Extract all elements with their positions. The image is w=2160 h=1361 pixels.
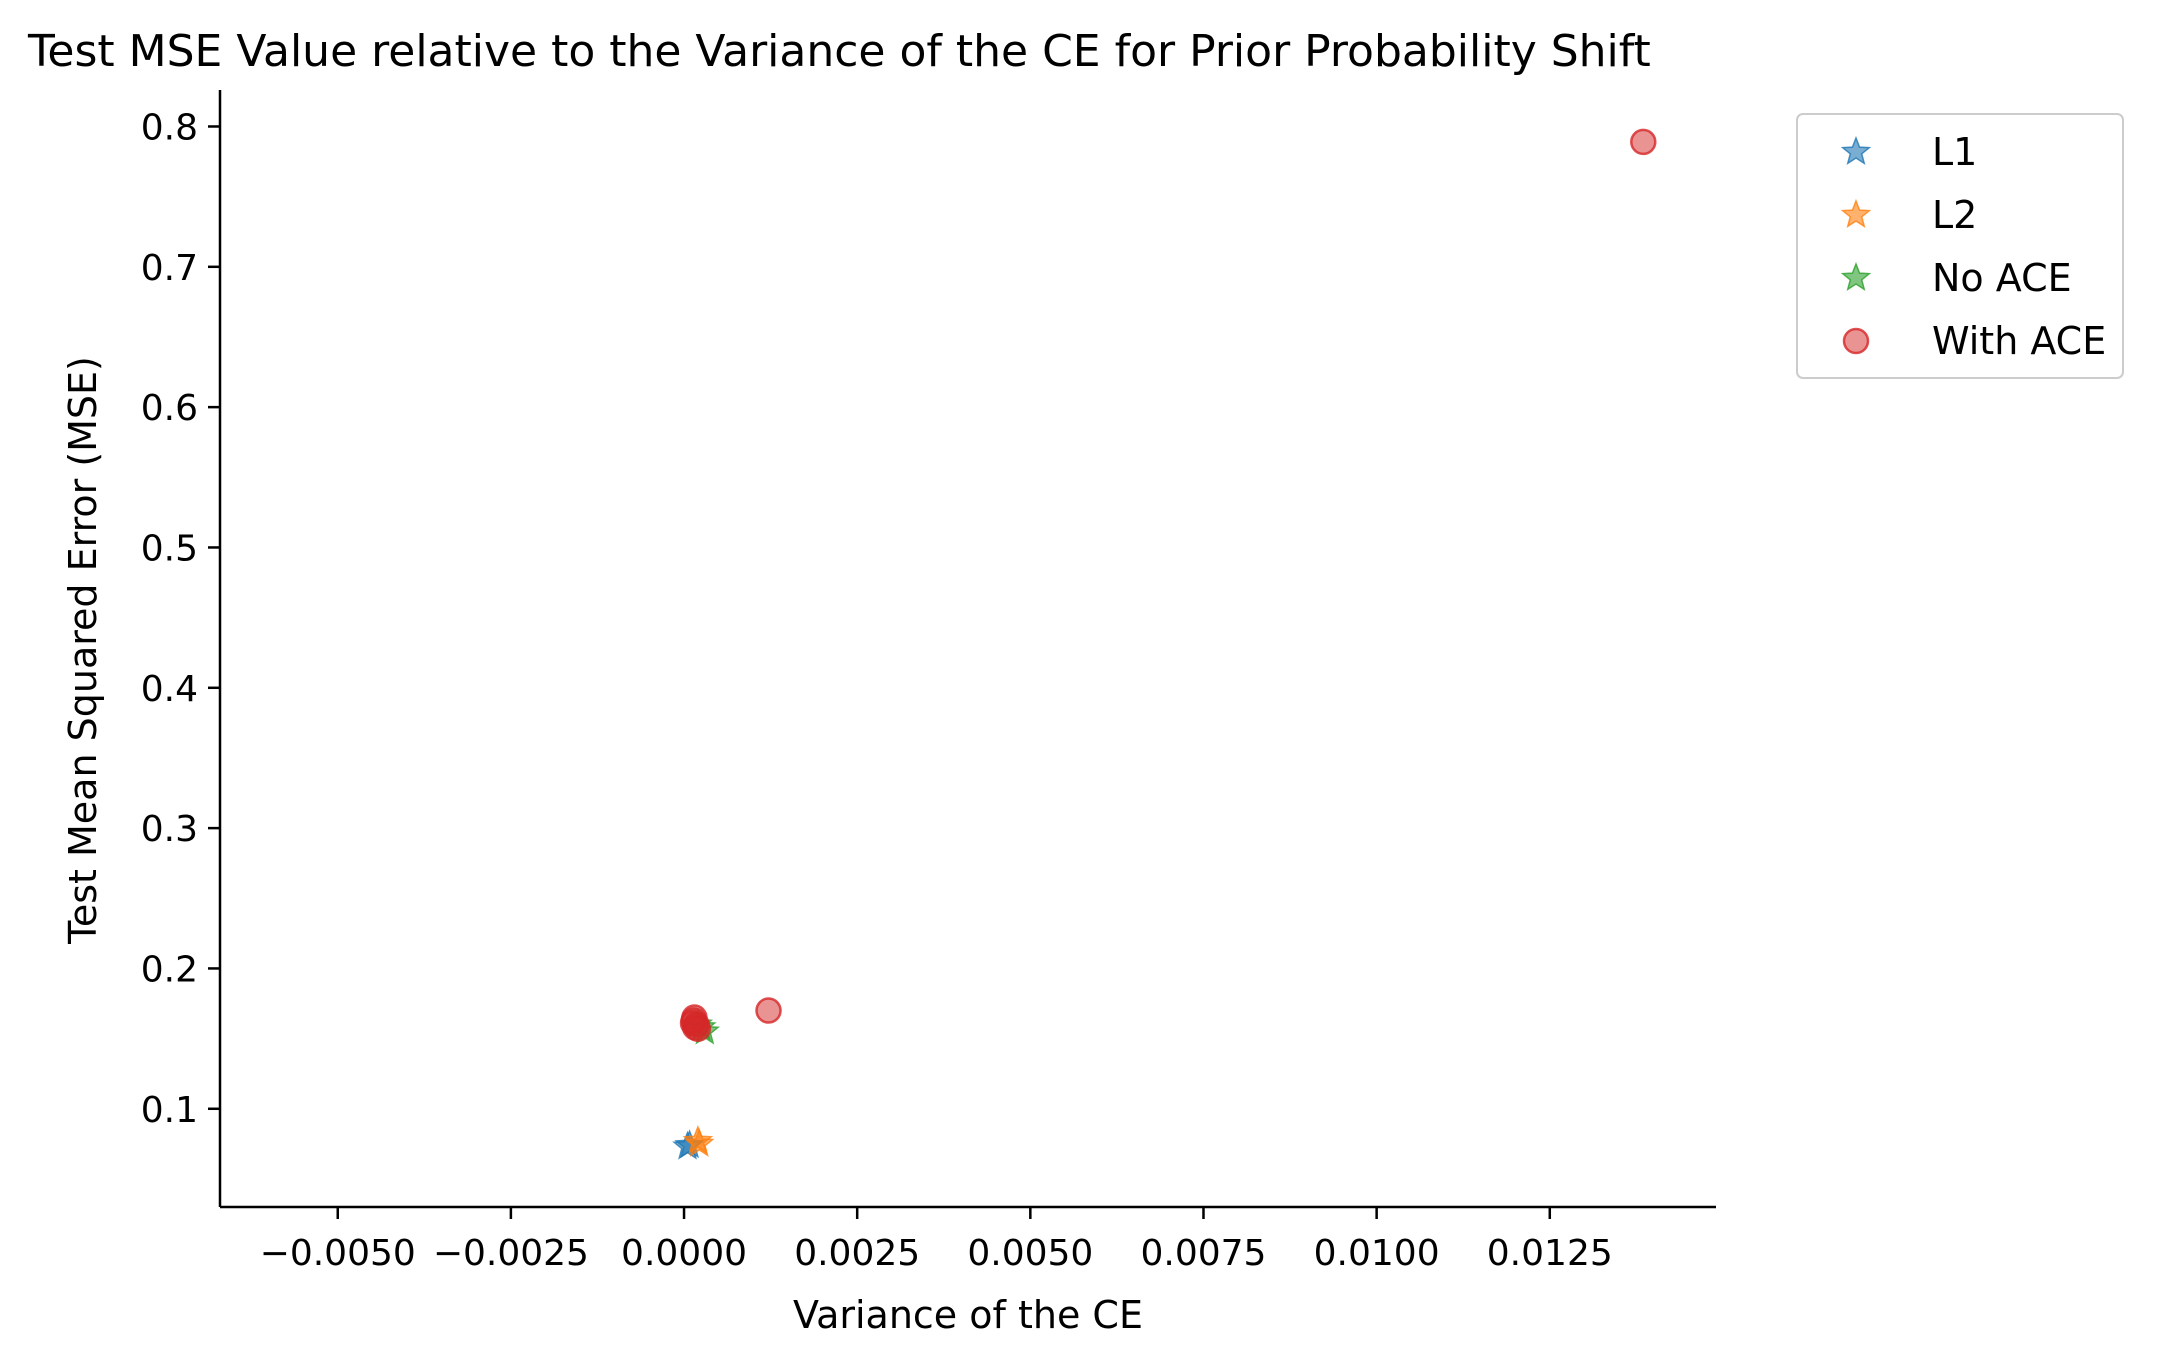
x-tick-label: 0.0075: [1140, 1233, 1266, 1274]
legend-marker-with-ace: [1842, 327, 1870, 355]
legend-label: L2: [1932, 193, 1977, 237]
legend-label: L1: [1932, 130, 1977, 174]
y-axis-label: Test Mean Squared Error (MSE): [61, 356, 105, 945]
legend: L1 L2 No ACE With ACE: [1796, 113, 2124, 379]
y-axis-ticks: 0.1 0.2 0.3 0.4 0.5 0.6 0.7 0.8: [141, 107, 220, 1131]
legend-marker-no-ace: [1840, 261, 1872, 292]
series-l2: [682, 1124, 715, 1157]
legend-item-with-ace: With ACE: [1842, 319, 2106, 363]
chart-title: Test MSE Value relative to the Variance …: [27, 26, 1651, 77]
legend-label: With ACE: [1932, 319, 2106, 363]
legend-frame: [1796, 113, 2124, 379]
y-tick-label: 0.4: [141, 669, 198, 710]
legend-item-l1: L1: [1840, 130, 1977, 174]
x-tick-label: 0.0125: [1487, 1233, 1613, 1274]
plot-area: [672, 128, 1657, 1160]
data-point-with-ace: [680, 1007, 707, 1034]
data-point-l2: [682, 1124, 714, 1155]
y-tick-label: 0.5: [141, 528, 198, 569]
y-tick-label: 0.1: [141, 1090, 198, 1131]
data-point-with-ace: [755, 997, 782, 1024]
y-tick-label: 0.7: [141, 248, 198, 289]
series-with-ace: [679, 128, 1657, 1043]
x-tick-label: 0.0000: [621, 1233, 747, 1274]
x-tick-label: −0.0050: [260, 1233, 416, 1274]
y-tick-label: 0.6: [141, 388, 198, 429]
y-tick-label: 0.3: [141, 809, 198, 850]
y-tick-label: 0.8: [141, 107, 198, 148]
legend-item-no-ace: No ACE: [1840, 256, 2072, 300]
legend-item-l2: L2: [1840, 193, 1977, 237]
x-tick-label: 0.0100: [1314, 1233, 1440, 1274]
x-axis-ticks: −0.0050 −0.0025 0.0000 0.0025 0.0050 0.0075 0.…: [260, 1207, 1613, 1274]
legend-marker-l1: [1840, 135, 1872, 166]
x-tick-label: 0.0025: [794, 1233, 920, 1274]
y-tick-label: 0.2: [141, 949, 198, 990]
legend-marker-l2: [1840, 198, 1872, 229]
legend-label: No ACE: [1932, 256, 2072, 300]
x-tick-label: −0.0025: [433, 1233, 589, 1274]
x-tick-label: 0.0050: [967, 1233, 1093, 1274]
data-point-with-ace: [1630, 128, 1657, 156]
x-axis-label: Variance of the CE: [793, 1293, 1143, 1337]
